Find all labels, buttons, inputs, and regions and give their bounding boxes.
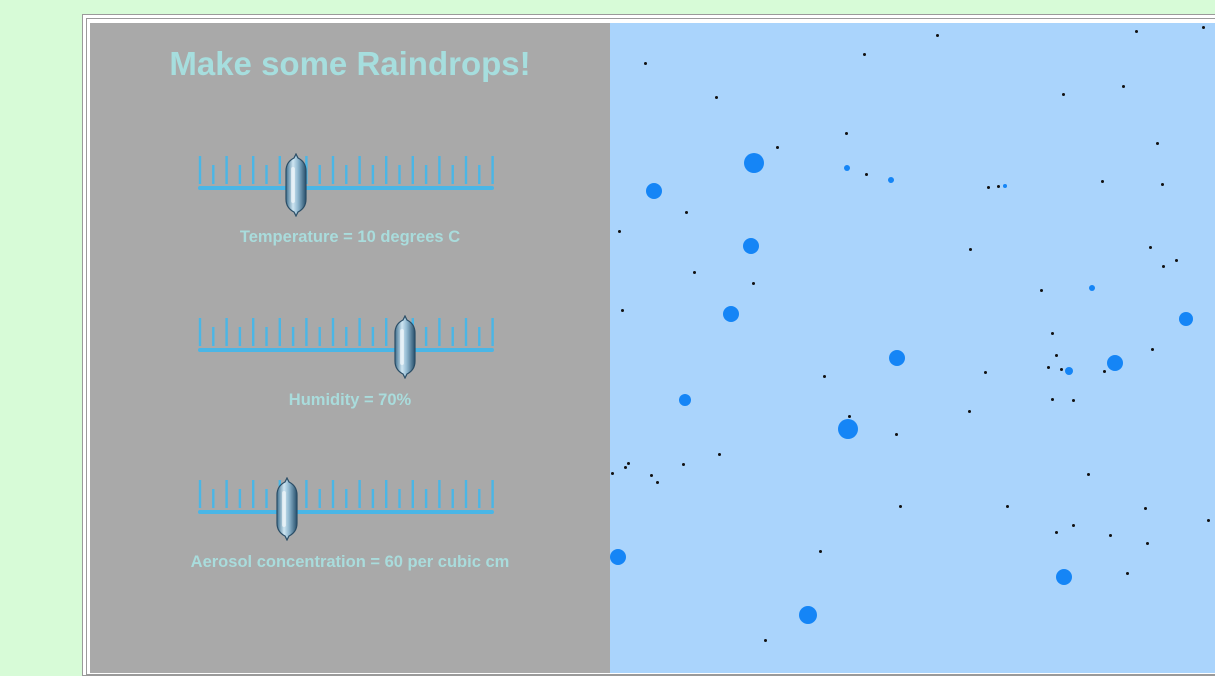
aerosol-particle	[986, 185, 990, 189]
aerosol-particle	[1161, 264, 1165, 268]
slider-ticks	[198, 480, 494, 508]
aerosol-particle	[847, 414, 851, 418]
aerosol-particle	[1155, 141, 1159, 145]
aerosol-particle	[1050, 331, 1054, 335]
aerosol-particle	[643, 61, 647, 65]
aerosol-particle	[1206, 518, 1210, 522]
aerosol-particle	[1054, 353, 1058, 357]
aerosol-particle	[684, 210, 688, 214]
aerosol-particle	[996, 184, 1000, 188]
aerosol-particle	[894, 432, 898, 436]
slider-thumb-icon[interactable]	[394, 315, 416, 379]
raindrop	[1003, 184, 1007, 188]
aerosol-particle	[862, 52, 866, 56]
aerosol-particle	[1174, 258, 1178, 262]
aerosol-particle	[1061, 92, 1065, 96]
aerosol-particle	[1160, 182, 1164, 186]
aerosol-particle	[655, 480, 659, 484]
aerosol-particle	[818, 549, 822, 553]
raindrop	[838, 419, 858, 439]
raindrop	[610, 549, 626, 565]
aerosol-particle	[1071, 523, 1075, 527]
aerosol-particle	[681, 462, 685, 466]
aerosol-particle	[898, 504, 902, 508]
raindrop	[679, 394, 691, 406]
aerosol-particle	[1201, 25, 1205, 29]
raindrop	[1089, 285, 1095, 291]
aerosol-particle	[751, 281, 755, 285]
raindrop	[743, 238, 759, 254]
slider-track[interactable]	[198, 510, 494, 514]
aerosol-label: Aerosol concentration = 60 per cubic cm	[190, 553, 510, 571]
aerosol-particle	[610, 471, 614, 475]
aerosol-slider[interactable]	[198, 477, 498, 547]
temperature-label: Temperature = 10 degrees C	[239, 228, 461, 246]
aerosol-particle	[620, 308, 624, 312]
slider-thumb-icon[interactable]	[276, 477, 298, 541]
raindrop	[723, 306, 739, 322]
humidity-label: Humidity = 70%	[288, 391, 412, 409]
aerosol-particle	[1134, 29, 1138, 33]
raindrop	[1179, 312, 1193, 326]
aerosol-particle	[1046, 365, 1050, 369]
aerosol-particle	[763, 638, 767, 642]
slider-thumb-icon[interactable]	[285, 153, 307, 217]
aerosol-particle	[1050, 397, 1054, 401]
raindrop	[888, 177, 894, 183]
aerosol-particle	[1143, 506, 1147, 510]
aerosol-particle	[864, 172, 868, 176]
aerosol-particle	[1059, 367, 1063, 371]
aerosol-particle	[1145, 541, 1149, 545]
aerosol-particle	[692, 270, 696, 274]
slider-track[interactable]	[198, 348, 494, 352]
aerosol-particle	[1054, 530, 1058, 534]
aerosol-particle	[775, 145, 779, 149]
aerosol-particle	[1086, 472, 1090, 476]
page-title: Make some Raindrops!	[169, 45, 531, 82]
aerosol-particle	[1100, 179, 1104, 183]
aerosol-particle	[626, 461, 630, 465]
aerosol-particle	[1150, 347, 1154, 351]
aerosol-particle	[714, 95, 718, 99]
aerosol-particle	[1039, 288, 1043, 292]
temperature-slider[interactable]	[198, 153, 498, 223]
aerosol-particle	[983, 370, 987, 374]
raindrop	[1065, 367, 1073, 375]
aerosol-particle	[1125, 571, 1129, 575]
aerosol-particle	[1102, 369, 1106, 373]
aerosol-particle	[1108, 533, 1112, 537]
aerosol-particle	[1071, 398, 1075, 402]
aerosol-particle	[935, 33, 939, 37]
aerosol-particle	[617, 229, 621, 233]
aerosol-particle	[1005, 504, 1009, 508]
aerosol-particle	[623, 465, 627, 469]
raindrop	[744, 153, 764, 173]
raindrop	[646, 183, 662, 199]
control-panel: Make some Raindrops! Temperature = 10 de…	[90, 23, 610, 673]
aerosol-particle	[968, 247, 972, 251]
aerosol-particle	[649, 473, 653, 477]
aerosol-particle	[717, 452, 721, 456]
raindrop-simulation	[610, 23, 1215, 673]
aerosol-particle	[967, 409, 971, 413]
aerosol-particle	[1148, 245, 1152, 249]
raindrop	[1056, 569, 1072, 585]
humidity-slider[interactable]	[198, 315, 498, 385]
raindrop	[889, 350, 905, 366]
aerosol-particle	[1121, 84, 1125, 88]
aerosol-particle	[844, 131, 848, 135]
raindrop	[844, 165, 850, 171]
raindrop	[1107, 355, 1123, 371]
aerosol-particle	[822, 374, 826, 378]
slider-track[interactable]	[198, 186, 494, 190]
raindrop	[799, 606, 817, 624]
